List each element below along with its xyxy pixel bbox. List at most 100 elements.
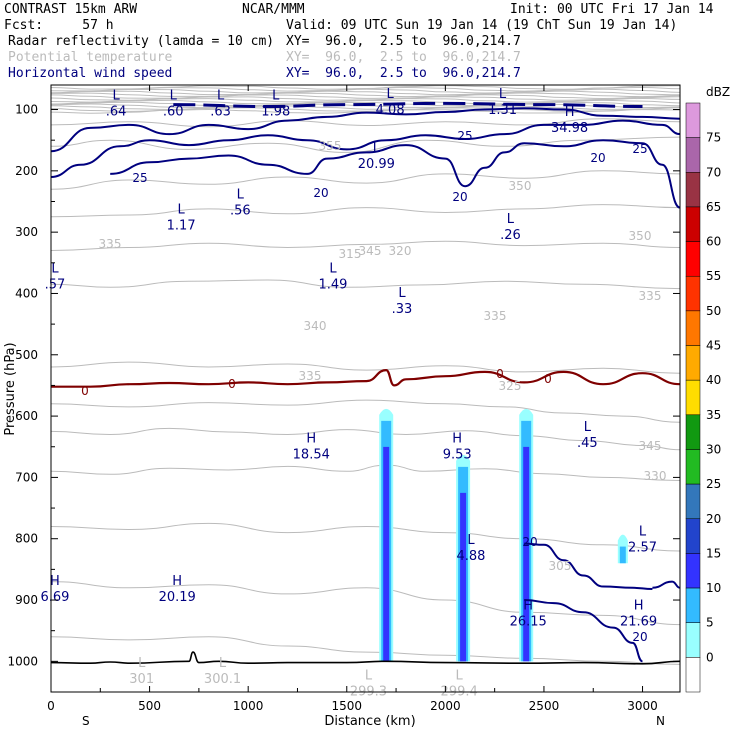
theta-contour-310 [51,522,680,552]
extremum-value: .57 [45,277,66,292]
colorbar-label: 65 [706,200,721,214]
extremum-value: 1.49 [318,277,347,292]
wind-contour [524,599,643,663]
theta-contour-label: 345 [639,439,662,453]
terrain-line [51,651,680,665]
theta-upper-line [51,88,680,94]
plot-frame [50,84,681,693]
reflectivity-cell-max [383,446,390,662]
extremum-value: 21.69 [620,615,657,630]
theta-contour-label: 335 [99,237,122,251]
extremum-type: L [584,420,592,435]
field-name-reflectivity: Radar reflectivity (lamda = 10 cm) [8,34,275,49]
theta-contour-label: 305 [549,559,572,573]
extremum-value: 4.08 [376,103,405,118]
extremum-value: 26.15 [510,615,547,630]
extremum-value: 4.88 [457,549,486,564]
theta-contour-label: 350 [629,229,652,243]
colorbar-swatch [685,379,701,416]
colorbar-label: 15 [706,546,721,560]
colorbar-label: 5 [706,616,714,630]
y-tick-label: 400 [15,286,38,300]
wind-contour-label: 25 [132,171,147,185]
colorbar-swatch [685,622,701,658]
theta-contour-330 [51,361,680,374]
x-axis-title: Distance (km) [324,714,415,729]
x-tick-label: 2500 [529,699,560,713]
theta-upper-line [51,101,680,107]
theta-contour-label: 325 [499,379,522,393]
colorbar-swatch [685,275,701,312]
colorbar-label: 45 [706,339,721,353]
colorbar-swatch [685,414,701,450]
extremum-type: L [365,668,373,683]
extremum-type: L [237,188,245,203]
colorbar-swatch [685,206,701,242]
extremum-type: L [138,656,146,671]
x-tick-label: 3000 [627,699,658,713]
theta-upper-line [51,105,680,111]
y-tick-label: 700 [15,470,38,484]
colorbar-label: 60 [706,235,721,249]
colorbar-swatch [685,345,701,381]
y-tick-label: 1000 [7,654,38,668]
theta-contour-label: 345 [359,244,382,258]
colorbar-swatch [685,241,701,277]
colorbar-label: 50 [706,304,721,318]
theta-contour-label: 320 [389,244,412,258]
extremum-value: .45 [577,436,598,451]
colorbar-swatch [685,518,701,554]
reflectivity-cell-max [460,492,467,662]
extremum-value: .56 [230,204,251,219]
field-range-reflectivity: XY= 96.0, 2.5 to 96.0,214.7 [286,34,521,49]
institution-label: NCAR/MMM [242,2,305,17]
colorbar-label: 40 [706,373,721,387]
extremum-value: 301 [129,672,154,687]
valid-time: Valid: 09 UTC Sun 19 Jan 14 (19 ChT Sun … [286,18,678,33]
extremum-value: 18.54 [293,448,330,463]
theta-contour-345 [51,204,680,218]
x-tick-label: 2000 [430,699,461,713]
colorbar-label: 35 [706,408,721,422]
extremum-value: 20.19 [159,590,196,605]
extremum-type: L [170,88,178,103]
theta-upper-line [51,90,680,96]
north-label: N [656,714,665,728]
theta-contour-320 [51,427,680,451]
extremum-value: .33 [392,302,413,317]
colorbar-swatch [685,102,701,138]
extremum-type: H [452,432,462,447]
extremum-type: L [272,88,280,103]
theta-contour-350 [51,170,680,190]
colorbar-label: 30 [706,442,721,456]
colorbar-label: 75 [706,131,721,145]
wind-contour [524,542,653,590]
theta-contour-label: 315 [339,247,362,261]
freezing-line-label: 0 [496,367,504,381]
theta-contour-360 [51,118,680,128]
theta-contour-label: 335 [299,369,322,383]
colorbar-swatch [685,483,701,520]
wind-contour-label: 20 [590,151,605,165]
extremum-value: .26 [500,228,521,243]
extremum-type: L [387,87,395,102]
x-tick-label: 1500 [331,699,362,713]
wind-contour [110,139,680,209]
extremum-type: L [373,141,381,156]
colorbar-swatch [685,553,701,589]
extremum-type: L [51,261,59,276]
y-tick-label: 300 [15,225,38,239]
extremum-type: H [565,105,575,120]
wind-contour-label: 20 [632,630,647,644]
extremum-value: 34.98 [551,121,588,136]
wind-contour-label: 20 [522,535,537,549]
extremum-value: 6.69 [40,590,69,605]
extremum-value: .64 [106,104,127,119]
colorbar-label: 55 [706,269,721,283]
colorbar-label: 20 [706,512,721,526]
theta-upper-line [51,99,680,105]
colorbar-swatch [685,137,701,173]
colorbar-label: 70 [706,165,721,179]
extremum-type: L [398,286,406,301]
